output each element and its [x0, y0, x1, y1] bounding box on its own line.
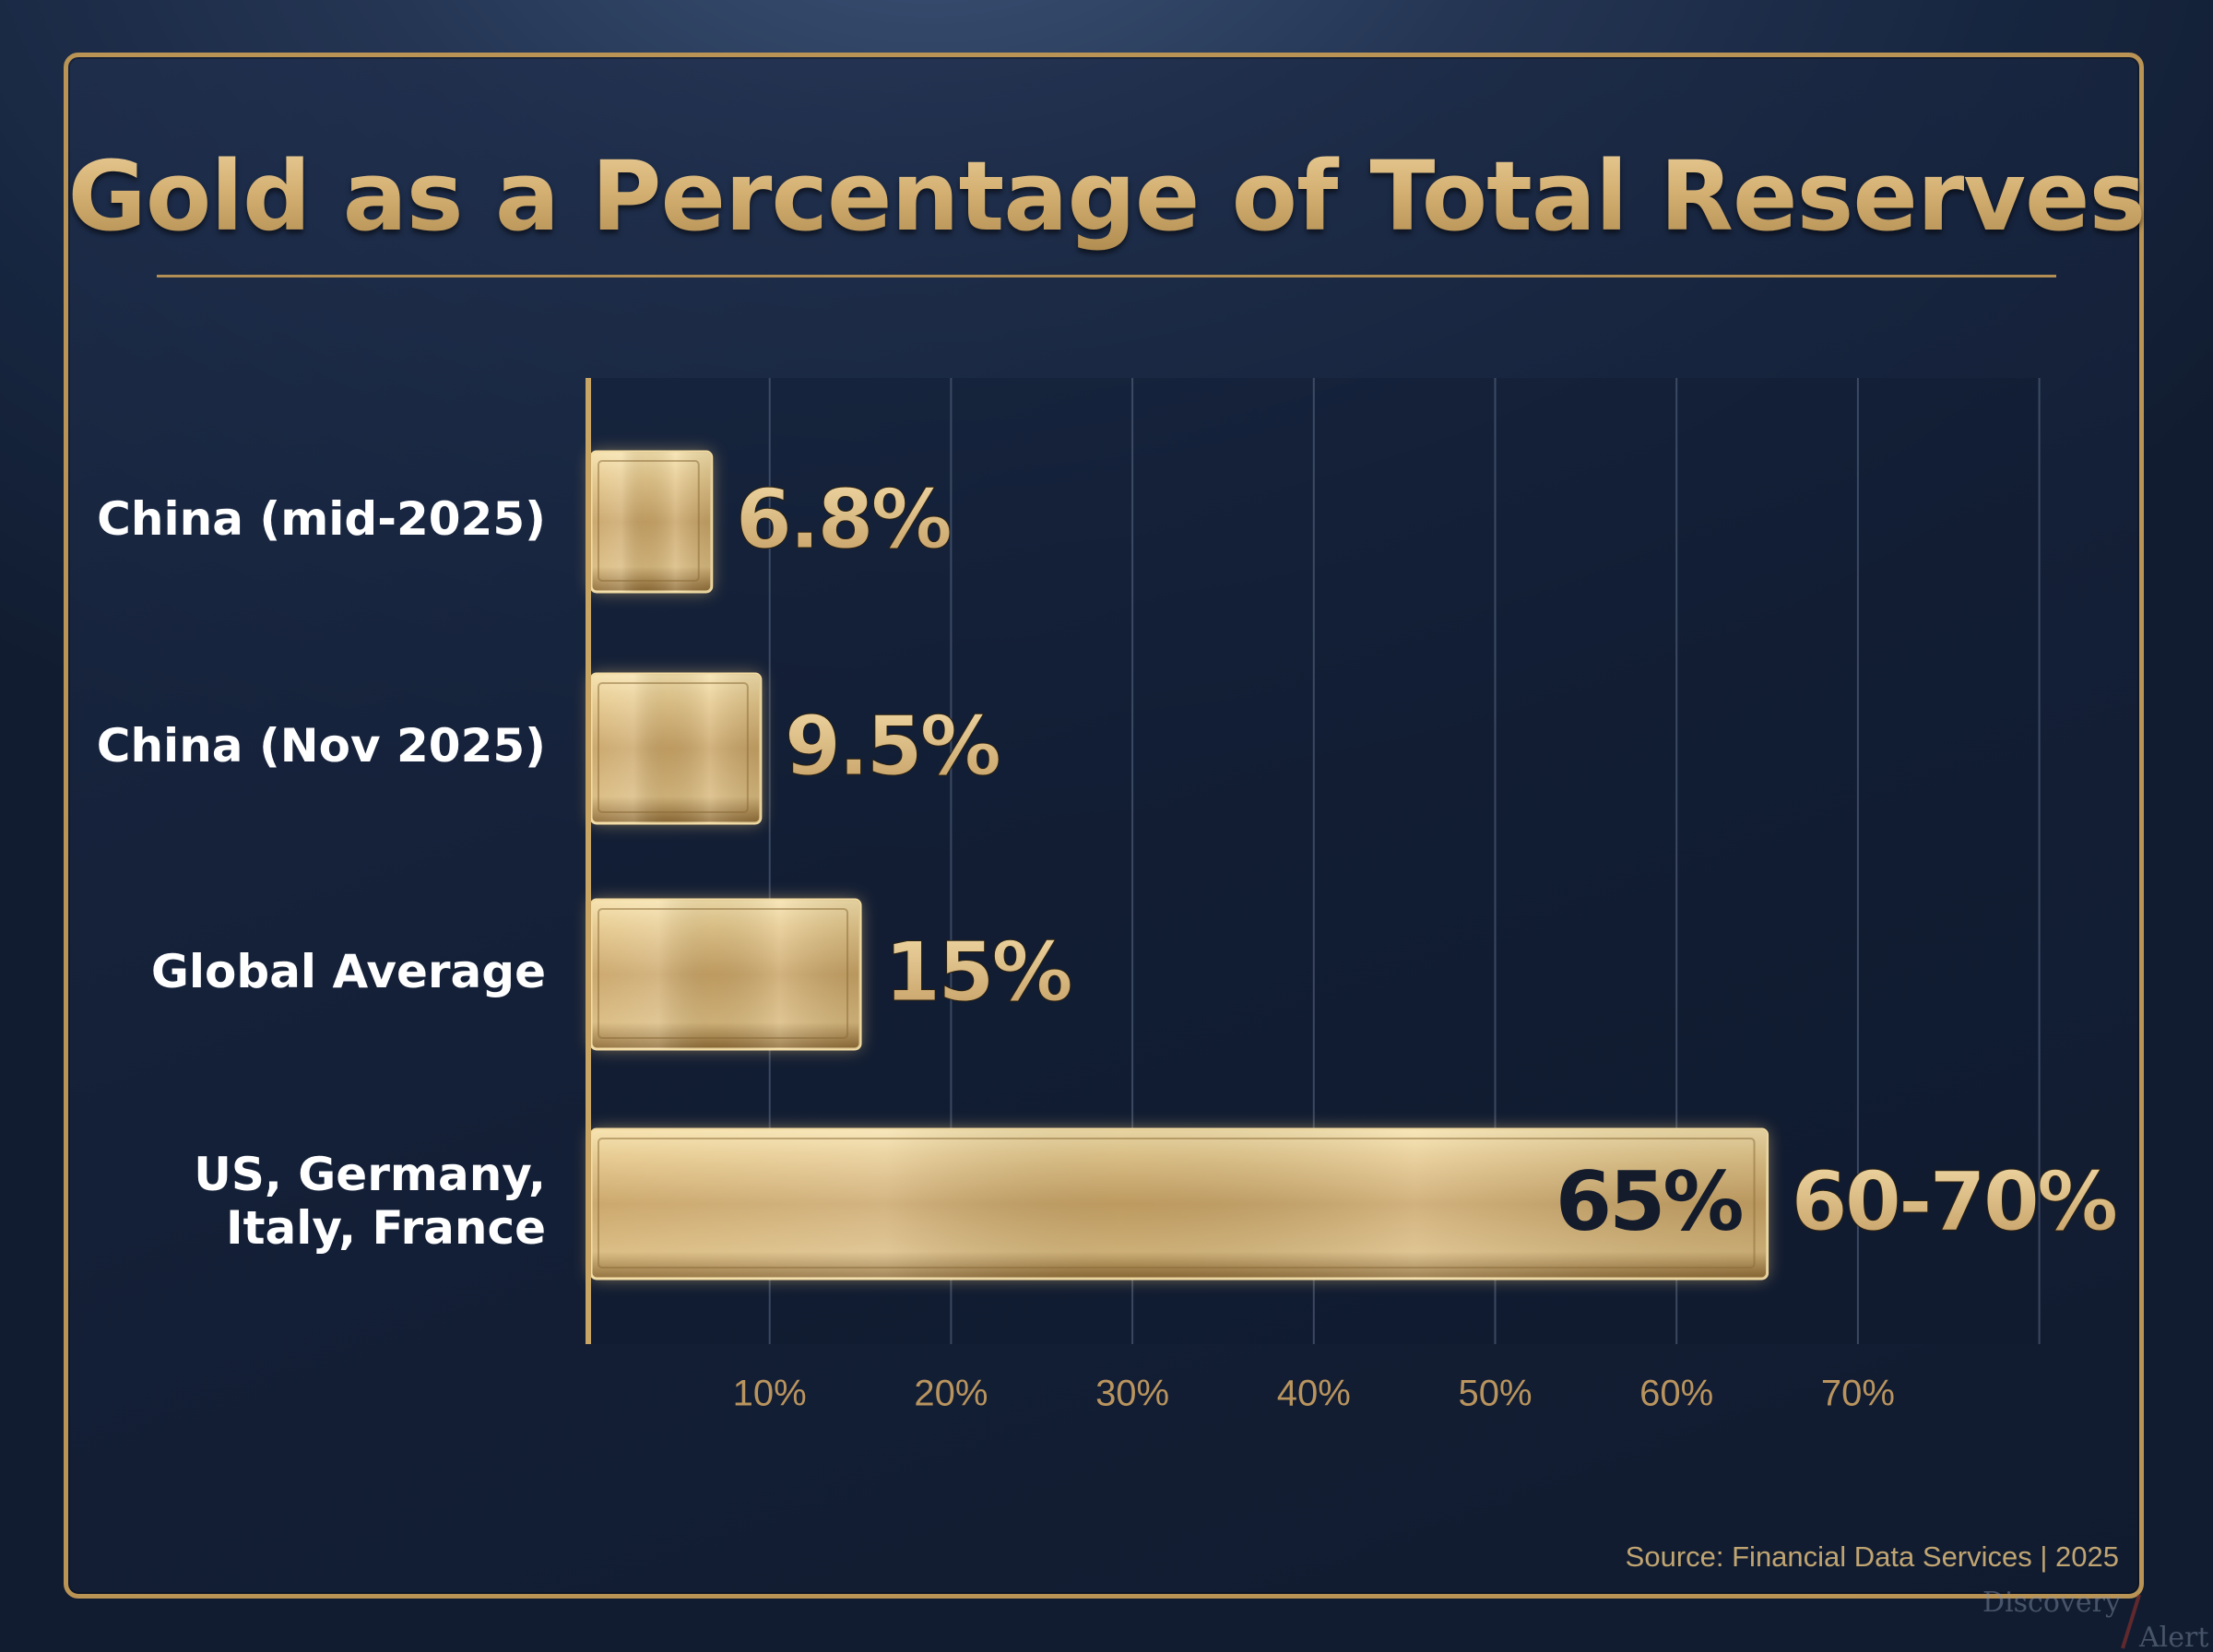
category-label-line: Global Average — [151, 945, 546, 998]
bar-sheen — [591, 674, 761, 823]
x-tick-label: 20% — [914, 1374, 988, 1414]
chart-frame — [64, 53, 2144, 1599]
x-tick-label: 60% — [1639, 1374, 1713, 1414]
category-label: US, Germany, Italy, France — [194, 1148, 546, 1255]
bar-value-label: 9.5% — [785, 699, 1000, 794]
x-tick-label: 50% — [1458, 1374, 1532, 1414]
bar-bevel — [598, 460, 700, 582]
bar-sheen — [591, 900, 861, 1049]
category-label-line: US, Germany, — [194, 1148, 546, 1201]
category-label-line: China (Nov 2025) — [97, 719, 546, 773]
category-label-line: China (mid-2025) — [97, 492, 546, 546]
category-label: China (mid-2025) — [97, 492, 546, 546]
x-tick-label: 10% — [733, 1374, 807, 1414]
bar-inner-label: 65% — [1556, 1154, 1742, 1249]
watermark-line1: Discovery — [1982, 1587, 2121, 1619]
category-label-line: Italy, France — [226, 1201, 546, 1255]
bar-value-label: 15% — [884, 925, 1071, 1020]
bar-sheen — [591, 452, 712, 592]
bar-group — [589, 672, 763, 825]
bar-sheen — [591, 1129, 1768, 1279]
bar-group — [589, 898, 862, 1051]
bar-bevel — [598, 682, 749, 813]
data-labels: China (mid-2025) 6.8% China (Nov 2025) 9.5%… — [97, 471, 2120, 1255]
category-label: Global Average — [151, 945, 546, 998]
bar-value-label: 6.8% — [736, 472, 951, 567]
x-tick-label: 70% — [1821, 1374, 1895, 1414]
bar-value-label: 60-70% — [1792, 1154, 2116, 1249]
title-divider — [157, 275, 2056, 277]
watermark-line2: Alert — [2138, 1622, 2208, 1652]
watermark-logo: Discovery Alert — [1982, 1587, 2208, 1652]
bar-group — [589, 1127, 1769, 1280]
chart-title: Gold as a Percentage of Total Reserves — [0, 127, 2213, 266]
x-tick-label: 40% — [1277, 1374, 1351, 1414]
bar-bevel — [598, 1138, 1756, 1268]
x-tick-label: 30% — [1095, 1374, 1169, 1414]
bar-group — [589, 450, 714, 594]
bars — [589, 450, 1769, 1280]
category-label: China (Nov 2025) — [97, 719, 546, 773]
axes: 10% 20% 30% 40% 50% 60% 70% — [586, 378, 1895, 1414]
bar-bevel — [598, 908, 849, 1039]
source-note: Source: Financial Data Services | 2025 — [1625, 1540, 2119, 1573]
